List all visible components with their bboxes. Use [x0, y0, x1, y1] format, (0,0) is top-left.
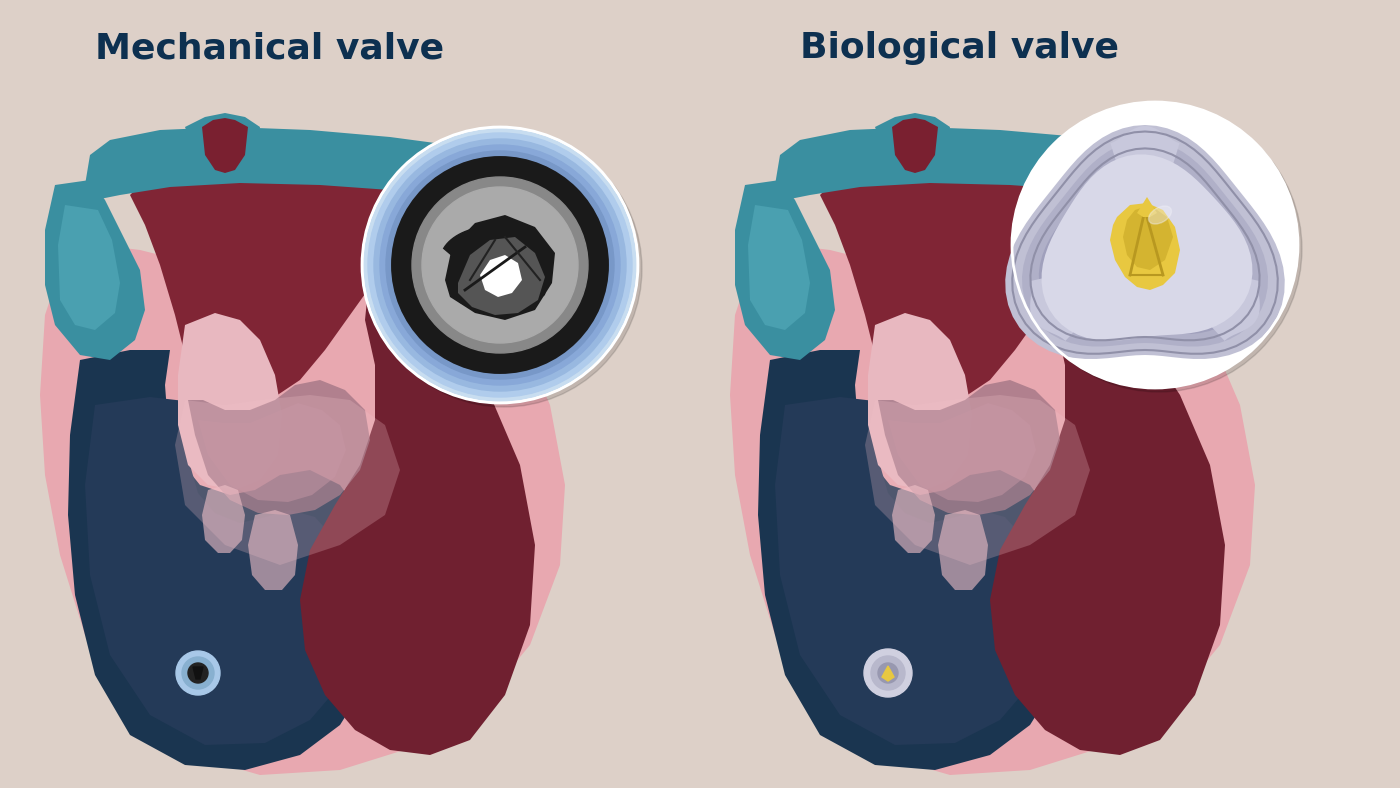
- Polygon shape: [197, 403, 346, 502]
- Circle shape: [368, 133, 631, 397]
- Circle shape: [864, 649, 911, 697]
- Polygon shape: [1056, 172, 1235, 322]
- Polygon shape: [729, 240, 1254, 775]
- Polygon shape: [776, 127, 1175, 200]
- Circle shape: [374, 139, 626, 391]
- Polygon shape: [193, 667, 203, 679]
- Circle shape: [1012, 102, 1298, 388]
- Polygon shape: [300, 270, 535, 755]
- Polygon shape: [57, 205, 120, 330]
- Polygon shape: [875, 113, 951, 180]
- Polygon shape: [938, 510, 988, 590]
- Polygon shape: [892, 485, 935, 553]
- Polygon shape: [990, 270, 1225, 755]
- Polygon shape: [888, 403, 1036, 502]
- Polygon shape: [748, 205, 811, 330]
- Circle shape: [364, 129, 636, 401]
- Polygon shape: [185, 113, 260, 180]
- Polygon shape: [865, 395, 1091, 565]
- Ellipse shape: [490, 240, 531, 270]
- Polygon shape: [1039, 156, 1252, 334]
- Polygon shape: [178, 313, 281, 490]
- Polygon shape: [882, 666, 895, 681]
- Polygon shape: [757, 350, 1070, 770]
- Circle shape: [176, 651, 220, 695]
- Polygon shape: [458, 237, 545, 315]
- Ellipse shape: [1148, 206, 1172, 224]
- Polygon shape: [1210, 276, 1260, 341]
- Polygon shape: [202, 118, 248, 173]
- Circle shape: [363, 127, 638, 403]
- Polygon shape: [465, 243, 540, 307]
- Circle shape: [878, 663, 897, 683]
- Polygon shape: [820, 150, 1170, 410]
- Polygon shape: [1137, 197, 1156, 217]
- Circle shape: [398, 163, 602, 367]
- Polygon shape: [892, 118, 938, 173]
- Polygon shape: [868, 313, 972, 490]
- Polygon shape: [1042, 154, 1253, 340]
- Polygon shape: [85, 127, 484, 200]
- Polygon shape: [776, 397, 1044, 745]
- Circle shape: [182, 657, 214, 689]
- Circle shape: [421, 187, 578, 343]
- Polygon shape: [1022, 140, 1268, 347]
- Circle shape: [412, 177, 588, 353]
- Polygon shape: [480, 255, 522, 297]
- Polygon shape: [202, 485, 245, 553]
- Polygon shape: [735, 180, 834, 360]
- Polygon shape: [45, 180, 146, 360]
- Polygon shape: [85, 397, 356, 745]
- Polygon shape: [188, 380, 370, 515]
- Polygon shape: [69, 350, 379, 770]
- Polygon shape: [1123, 205, 1173, 270]
- Polygon shape: [175, 395, 400, 565]
- Circle shape: [188, 663, 209, 683]
- Circle shape: [386, 151, 615, 379]
- Text: Biological valve: Biological valve: [801, 31, 1120, 65]
- Polygon shape: [1005, 125, 1285, 359]
- Circle shape: [379, 145, 620, 385]
- Polygon shape: [41, 240, 566, 775]
- Circle shape: [392, 157, 608, 373]
- Polygon shape: [449, 230, 550, 315]
- Circle shape: [1016, 106, 1302, 392]
- Polygon shape: [444, 226, 550, 285]
- Circle shape: [402, 167, 598, 363]
- Circle shape: [871, 656, 904, 690]
- Circle shape: [365, 131, 643, 407]
- Polygon shape: [1110, 126, 1180, 164]
- Polygon shape: [1030, 276, 1081, 341]
- Polygon shape: [1110, 203, 1180, 290]
- Polygon shape: [445, 215, 554, 320]
- Polygon shape: [878, 380, 1060, 515]
- Circle shape: [398, 163, 602, 367]
- Polygon shape: [130, 150, 480, 410]
- Polygon shape: [248, 510, 298, 590]
- Text: Mechanical valve: Mechanical valve: [95, 31, 445, 65]
